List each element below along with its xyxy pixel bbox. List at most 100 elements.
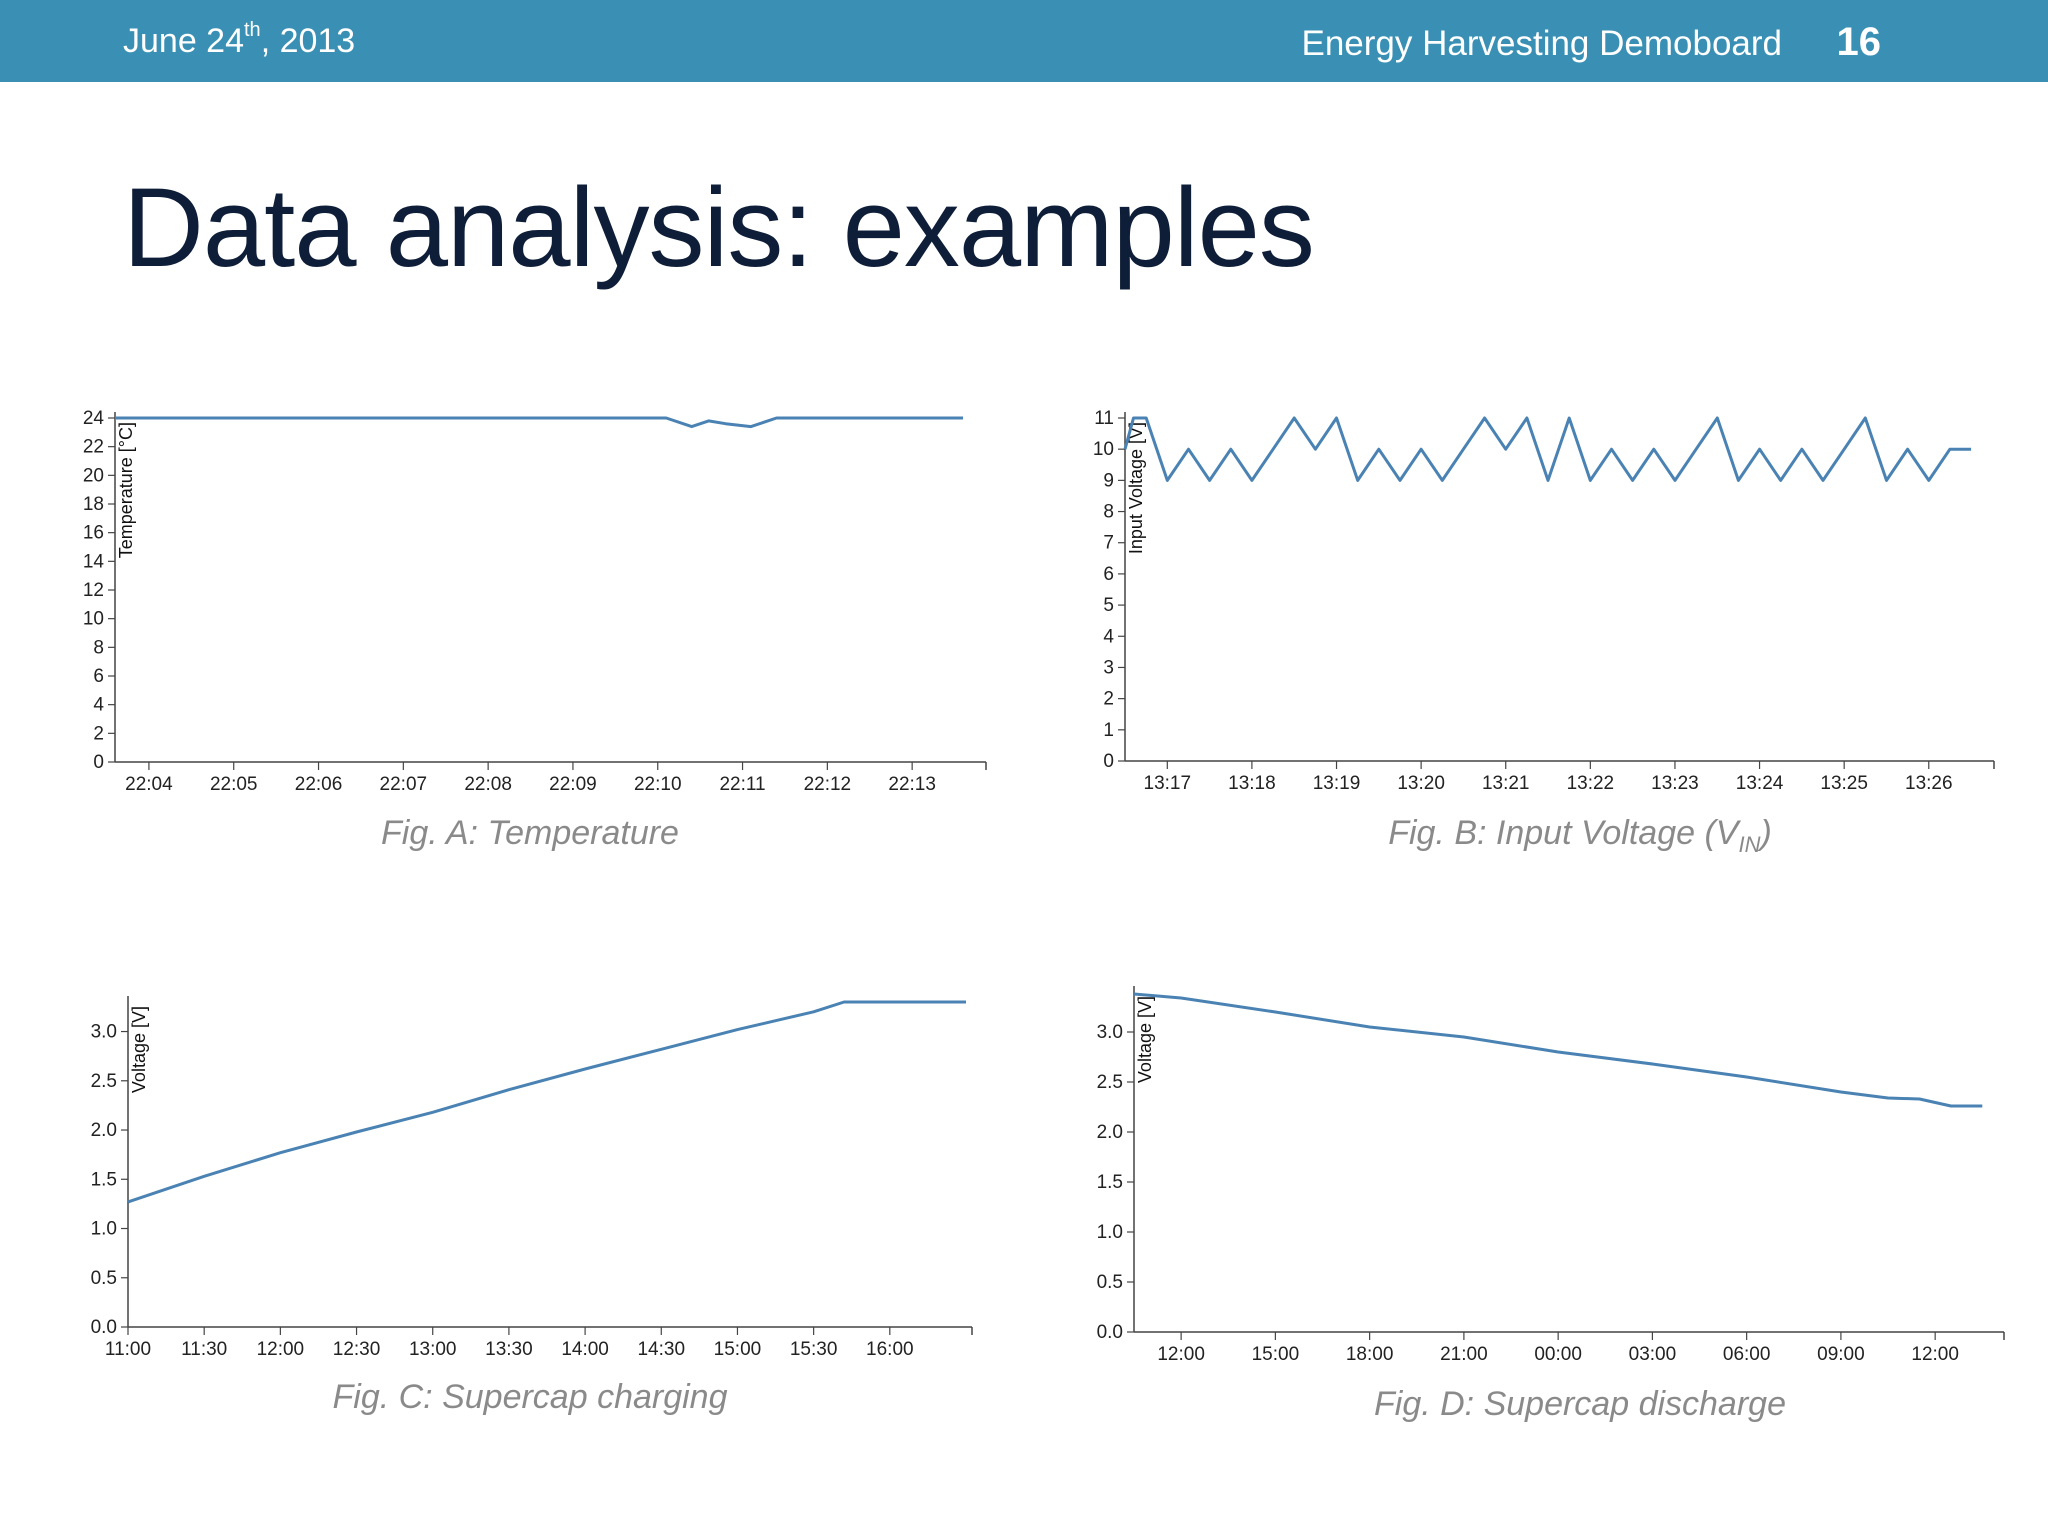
y-tick-label: 8: [93, 637, 104, 658]
x-tick-label: 15:30: [790, 1339, 838, 1360]
x-tick-label: 12:00: [1911, 1344, 1959, 1365]
x-tick-label: 22:12: [804, 774, 852, 795]
y-tick-label: 14: [83, 551, 105, 572]
series-line: [115, 416, 963, 429]
series-line: [127, 1000, 966, 1204]
x-tick-label: 13:25: [1820, 773, 1868, 794]
y-tick-label: 1.5: [1097, 1172, 1123, 1193]
y-tick-label: 3.0: [1097, 1022, 1123, 1043]
y-tick-label: 3: [1103, 657, 1114, 678]
x-tick-label: 13:19: [1313, 773, 1361, 794]
x-tick-label: 13:23: [1651, 773, 1699, 794]
y-tick-label: 0.0: [1097, 1322, 1123, 1343]
y-tick-label: 4: [1103, 626, 1114, 647]
y-tick-label: 1.0: [91, 1219, 117, 1240]
x-tick-label: 13:00: [409, 1339, 457, 1360]
x-tick-label: 22:08: [464, 774, 512, 795]
x-tick-label: 15:00: [714, 1339, 762, 1360]
y-tick-label: 10: [83, 609, 104, 630]
y-tick-label: 22: [83, 437, 104, 458]
x-tick-label: 14:30: [637, 1339, 685, 1360]
x-tick-label: 13:17: [1144, 773, 1192, 794]
x-tick-label: 13:26: [1905, 773, 1953, 794]
y-tick-label: 4: [93, 695, 104, 716]
chart-supercap-charging: 0.0 0.5 1.0 1.5 2.0 2.5 3.0 11:00 11:30 12:00 12:3…: [60, 980, 1000, 1360]
y-tick-label: 1: [1103, 720, 1114, 741]
x-tick-label: 21:00: [1440, 1344, 1488, 1365]
y-tick-label: 5: [1103, 595, 1114, 616]
y-tick-label: 2: [1103, 689, 1114, 710]
x-tick-label: 16:00: [866, 1339, 914, 1360]
y-tick-label: 0.5: [1097, 1272, 1123, 1293]
x-tick-label: 22:05: [210, 774, 258, 795]
header-date: June 24th, 2013: [123, 18, 356, 60]
y-tick-label: 0.5: [91, 1268, 117, 1289]
x-tick-label: 13:18: [1228, 773, 1276, 794]
y-tick-label: 0.0: [91, 1317, 117, 1338]
x-tick-label: 22:09: [549, 774, 597, 795]
caption-fig-b: Fig. B: Input Voltage (VIN): [1388, 814, 1772, 857]
x-tick-label: 11:30: [181, 1339, 227, 1360]
series-line: [1133, 992, 1983, 1108]
y-axis-label: Temperature [°C]: [116, 422, 136, 558]
y-tick-label: 11: [1094, 408, 1114, 429]
caption-fig-c: Fig. C: Supercap charging: [332, 1378, 728, 1416]
y-tick-label: 16: [83, 523, 104, 544]
y-tick-label: 24: [83, 408, 105, 429]
x-tick-label: 14:00: [561, 1339, 609, 1360]
x-tick-label: 00:00: [1534, 1344, 1582, 1365]
y-tick-label: 3.0: [91, 1022, 117, 1043]
y-tick-label: 1.5: [91, 1169, 117, 1190]
header-bar: June 24th, 2013 Energy Harvesting Demobo…: [0, 0, 2048, 82]
x-tick-label: 18:00: [1346, 1344, 1394, 1365]
x-tick-label: 22:07: [380, 774, 428, 795]
x-tick-label: 13:21: [1482, 773, 1530, 794]
caption-fig-a: Fig. A: Temperature: [381, 814, 679, 852]
y-tick-label: 7: [1103, 533, 1114, 554]
x-tick-label: 15:00: [1252, 1344, 1300, 1365]
y-tick-label: 9: [1103, 470, 1114, 491]
x-tick-label: 06:00: [1723, 1344, 1771, 1365]
y-tick-label: 6: [1103, 564, 1114, 585]
caption-fig-d: Fig. D: Supercap discharge: [1374, 1385, 1786, 1423]
y-tick-label: 8: [1103, 502, 1114, 523]
chart-supercap-discharge: 0.0 0.5 1.0 1.5 2.0 2.5 3.0 12:00 15:00 18:00 21:0…: [1068, 980, 2008, 1365]
x-tick-label: 12:00: [257, 1339, 305, 1360]
y-tick-label: 6: [93, 666, 104, 687]
x-tick-label: 13:20: [1397, 773, 1445, 794]
y-tick-label: 2: [93, 723, 104, 744]
x-tick-label: 13:30: [485, 1339, 533, 1360]
deck-title: Energy Harvesting Demoboard: [1301, 24, 1782, 63]
x-tick-label: 11:00: [105, 1339, 151, 1360]
y-axis-label: Voltage [V]: [129, 1006, 149, 1093]
y-tick-label: 10: [1093, 439, 1114, 460]
y-tick-label: 0: [93, 752, 104, 773]
y-tick-label: 2.5: [91, 1071, 117, 1092]
x-tick-label: 12:30: [333, 1339, 381, 1360]
y-tick-label: 18: [83, 494, 104, 515]
slide-title: Data analysis: examples: [123, 165, 1315, 290]
x-tick-label: 12:00: [1157, 1344, 1205, 1365]
x-tick-label: 22:13: [888, 774, 936, 795]
series-line: [1123, 416, 1972, 482]
x-tick-label: 22:10: [634, 774, 682, 795]
y-tick-label: 12: [83, 580, 104, 601]
x-tick-label: 22:11: [719, 774, 765, 795]
x-tick-label: 03:00: [1629, 1344, 1677, 1365]
x-tick-label: 13:22: [1567, 773, 1615, 794]
page-number: 16: [1836, 20, 1882, 64]
y-tick-label: 0: [1103, 751, 1114, 772]
y-tick-label: 2.0: [91, 1120, 117, 1141]
chart-input-voltage: 0 1 2 3 4 5 6 7 8 9 10 11 13:17 13:18 13:19 13:20 13:21 1…: [1068, 400, 2008, 800]
y-tick-label: 1.0: [1097, 1222, 1123, 1243]
x-tick-label: 22:04: [125, 774, 173, 795]
y-tick-label: 2.5: [1097, 1072, 1123, 1093]
x-tick-label: 22:06: [295, 774, 343, 795]
x-tick-label: 09:00: [1817, 1344, 1865, 1365]
chart-temperature: 0 2 4 6 8 10 12 14 16 18 20 22 24 22:04 22:05 22:06 22:0…: [60, 400, 1000, 800]
y-axis-label: Voltage [V]: [1135, 996, 1155, 1083]
y-tick-label: 2.0: [1097, 1122, 1123, 1143]
y-tick-label: 20: [83, 465, 104, 486]
x-tick-label: 13:24: [1736, 773, 1784, 794]
y-axis-label: Input Voltage [V]: [1126, 422, 1146, 554]
